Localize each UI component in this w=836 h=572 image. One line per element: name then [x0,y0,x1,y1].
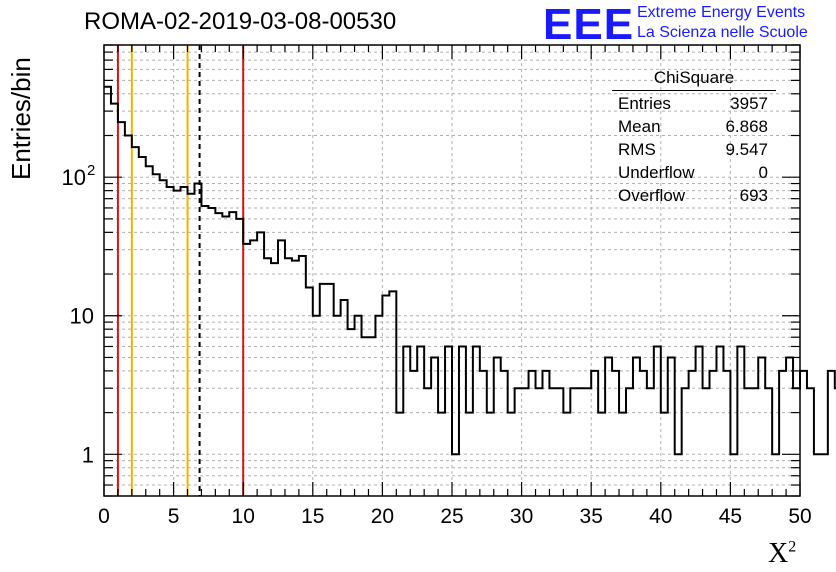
eee-logo-line2: La Scienza nelle Scuole [637,24,808,41]
stats-label: Mean [618,117,661,136]
stats-value: 9.547 [725,140,768,159]
stats-label: RMS [618,140,656,159]
x-tick-label: 0 [98,505,110,528]
x-tick-label: 5 [168,505,180,528]
reference-lines [116,45,245,496]
y-axis-label: Entries/bin [6,57,36,180]
x-tick-label: 15 [301,505,324,528]
x-tick-label: 25 [440,505,463,528]
stats-box: ChiSquare Entries 3957 Mean 6.868 RMS 9.547… [612,68,776,207]
stats-label: Underflow [618,163,695,182]
page-title: ROMA-02-2019-03-08-00530 [84,8,397,35]
x-tick-label: 35 [580,505,603,528]
stats-value: 3957 [730,94,768,113]
histogram-outline [104,85,836,456]
stats-row-overflow: Overflow 693 [612,184,776,207]
x-tick-label: 40 [649,505,672,528]
y-tick-label: 10 [70,304,94,329]
stats-title: ChiSquare [612,68,776,91]
stats-row-underflow: Underflow 0 [612,161,776,184]
stats-row-mean: Mean 6.868 [612,115,776,138]
x-tick-label: 50 [788,505,811,528]
x-tick-label: 20 [371,505,394,528]
x-axis-label-text: X [768,538,789,569]
y-tick-label-sup: 2 [87,162,95,179]
stats-label: Entries [618,94,671,113]
x-tick-label: 30 [510,505,533,528]
stats-value: 6.868 [725,117,768,136]
x-axis-label: X2 [768,538,796,570]
x-axis-label-sup: 2 [788,538,797,556]
x-tick-label: 45 [719,505,742,528]
y-tick-label: 1 [82,442,94,467]
x-tick-label: 10 [232,505,255,528]
y-tick-label: 10 [62,165,86,190]
stats-row-entries: Entries 3957 [612,92,776,115]
stats-row-rms: RMS 9.547 [612,138,776,161]
stats-value: 693 [739,186,768,205]
stats-label: Overflow [618,186,686,205]
eee-logo-line1: Extreme Energy Events [637,4,806,21]
stats-value: 0 [758,163,768,182]
eee-logo-mark: EEE [543,0,635,49]
